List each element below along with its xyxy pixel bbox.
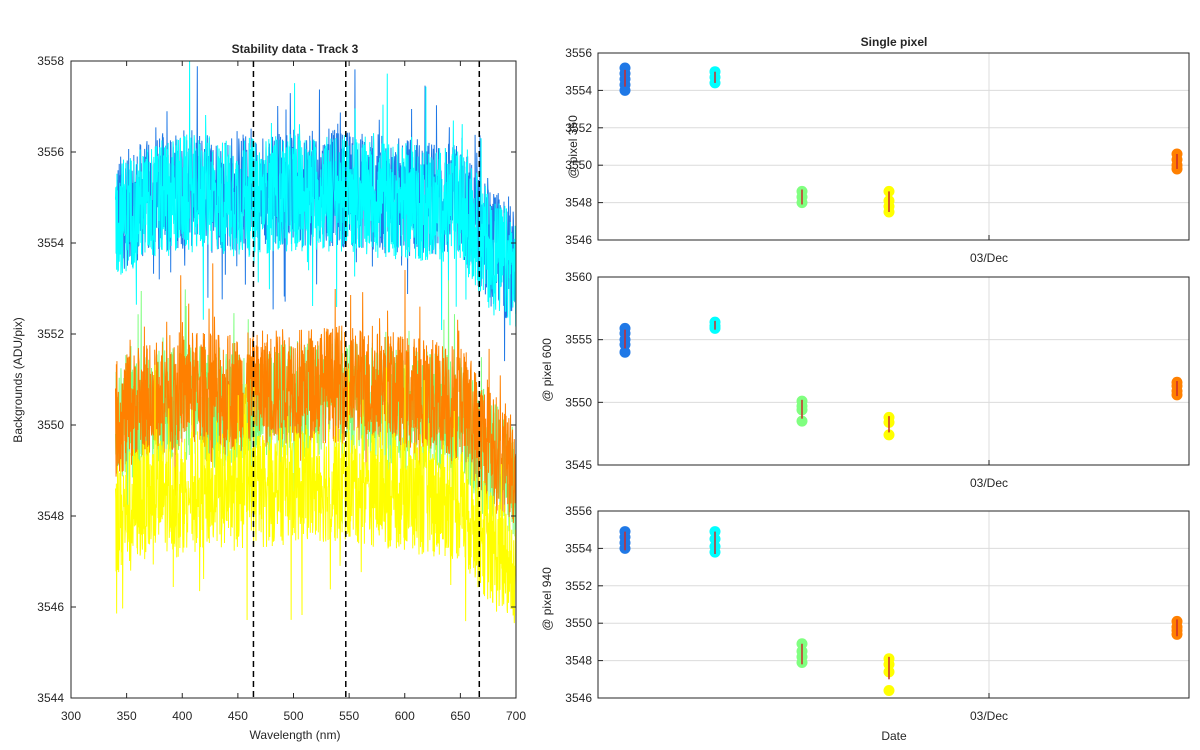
spectrum-y-ticks: 3544 3546 3548 3550 3552 3554 3556 3558 [37, 54, 516, 705]
pixel600-y-ticks: 3545 3550 3555 3560 [565, 270, 990, 472]
pixel940-markers [619, 526, 1183, 697]
spectrum-y-tick-label: 3552 [37, 327, 64, 341]
spectrum-series-blue [115, 66, 517, 362]
y-tick-label: 3552 [565, 121, 592, 135]
region-boundary-lines [252, 61, 481, 698]
spectrum-x-label: Wavelength (nm) [250, 728, 341, 742]
y-tick-label: 3545 [565, 458, 592, 472]
pixel360-axes-frame [597, 52, 1190, 241]
pixel600-axes-frame [597, 276, 1190, 466]
spectrum-y-tick-label: 3556 [37, 145, 64, 159]
y-tick-label: 3552 [565, 579, 592, 593]
measurement-marker-green [796, 415, 808, 427]
pixel360-markers [619, 62, 1183, 218]
y-tick-label: 3554 [565, 83, 592, 97]
spectrum-panel: 300 350 400 450 500 550 600 650 700 3544 3546 3548… [11, 42, 526, 742]
pixel600-y-label: @ pixel 600 [540, 338, 554, 402]
spectrum-y-tick-label: 3550 [37, 418, 64, 432]
spectrum-x-tick-label: 500 [283, 709, 303, 723]
y-tick-label: 3555 [565, 333, 592, 347]
y-tick-label: 3556 [565, 46, 592, 60]
spectrum-y-tick-label: 3554 [37, 236, 64, 250]
y-tick-label: 3560 [565, 270, 592, 284]
y-tick-label: 3554 [565, 541, 592, 555]
spectrum-x-tick-label: 600 [395, 709, 415, 723]
pixel940-y-label: @ pixel 940 [540, 567, 554, 631]
pixel360-y-ticks: 3546 3548 3550 3552 3554 3556 [565, 46, 990, 247]
measurement-marker-blue [619, 84, 631, 96]
single-pixel-panel-360: 3546 3548 3550 3552 3554 3556 03/Dec Single p… [565, 35, 1190, 265]
pixel940-axes-frame [597, 510, 1190, 699]
spectrum-x-tick-label: 450 [228, 709, 248, 723]
spectrum-x-tick-label: 350 [117, 709, 137, 723]
spectrum-y-tick-label: 3558 [37, 54, 64, 68]
spectrum-y-tick-label: 3546 [37, 600, 64, 614]
single-pixel-panel-600: 3545 3550 3555 3560 03/Dec @ pixel 600 [540, 270, 1190, 490]
spectrum-y-label: Backgrounds (ADU/pix) [11, 317, 25, 442]
spectrum-x-tick-label: 300 [61, 709, 81, 723]
y-tick-label: 3556 [565, 504, 592, 518]
y-tick-label: 3550 [565, 395, 592, 409]
pixel600-x-tick-label: 03/Dec [970, 476, 1008, 490]
y-tick-label: 3546 [565, 233, 592, 247]
y-tick-label: 3550 [565, 158, 592, 172]
single-pixel-title: Single pixel [861, 35, 928, 49]
pixel360-y-label: @ pixel 360 [566, 115, 580, 179]
pixel940-x-label: Date [881, 729, 907, 743]
spectrum-series-group [115, 60, 517, 624]
spectrum-x-tick-label: 650 [450, 709, 470, 723]
spectrum-x-tick-label: 700 [506, 709, 526, 723]
pixel940-x-tick-label: 03/Dec [970, 709, 1008, 723]
spectrum-title: Stability data - Track 3 [232, 42, 359, 56]
measurement-marker-yellow [883, 685, 895, 697]
spectrum-series-yellow [115, 364, 517, 624]
pixel600-markers [619, 316, 1183, 441]
y-tick-label: 3548 [565, 654, 592, 668]
measurement-marker-blue [619, 346, 631, 358]
spectrum-series-cyan [115, 60, 517, 330]
spectrum-x-ticks: 300 350 400 450 500 550 600 650 700 [61, 61, 526, 723]
spectrum-y-tick-label: 3544 [37, 691, 64, 705]
y-tick-label: 3546 [565, 691, 592, 705]
spectrum-x-tick-label: 550 [339, 709, 359, 723]
pixel940-y-ticks: 3546 3548 3550 3552 3554 3556 [565, 504, 990, 705]
measurement-marker-yellow [883, 429, 895, 441]
y-tick-label: 3548 [565, 196, 592, 210]
spectrum-x-tick-label: 400 [172, 709, 192, 723]
spectrum-series-orange [115, 263, 517, 533]
y-tick-label: 3550 [565, 616, 592, 630]
single-pixel-panel-940: 3546 3548 3550 3552 3554 3556 03/Dec Date @ p… [540, 504, 1190, 743]
pixel360-x-tick-label: 03/Dec [970, 251, 1008, 265]
spectrum-y-tick-label: 3548 [37, 509, 64, 523]
